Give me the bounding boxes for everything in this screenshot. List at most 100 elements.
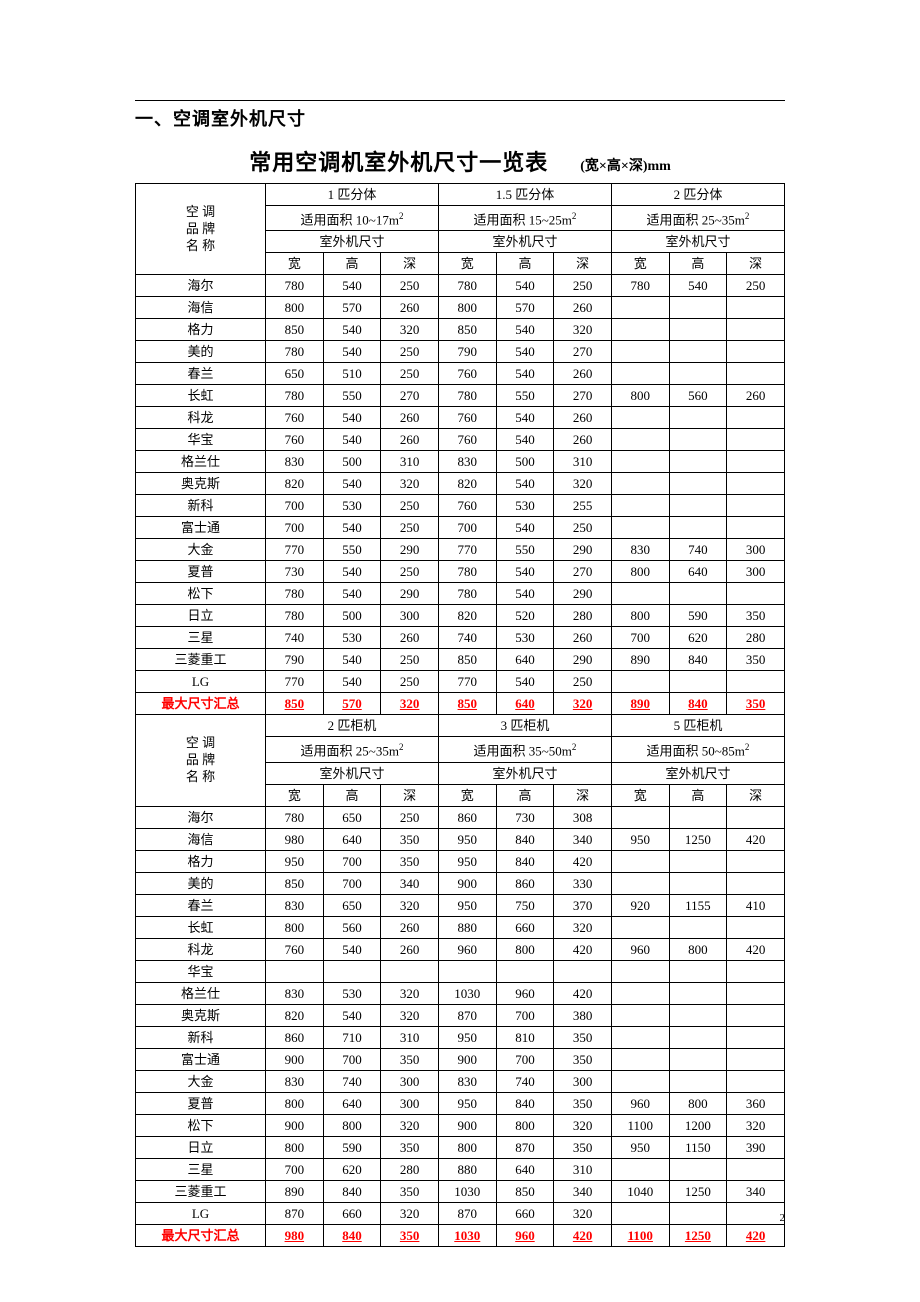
dim-cell: 330 — [554, 872, 612, 894]
dim-cell: 340 — [554, 1180, 612, 1202]
dim-cell: 850 — [438, 319, 496, 341]
dim-cell: 590 — [669, 605, 727, 627]
dim-cell: 650 — [266, 363, 324, 385]
dim-cell — [669, 916, 727, 938]
dim-cell — [611, 363, 669, 385]
dim-cell — [727, 1026, 785, 1048]
dim-cell: 900 — [438, 872, 496, 894]
dim-cell: 540 — [496, 561, 554, 583]
dim-cell: 420 — [554, 850, 612, 872]
dim-cell: 800 — [496, 1114, 554, 1136]
dim-cell: 840 — [323, 1180, 381, 1202]
dim-cell: 255 — [554, 495, 612, 517]
dim-cell: 250 — [381, 363, 439, 385]
dim-cell: 540 — [323, 1004, 381, 1026]
dim-cell — [611, 429, 669, 451]
dim-cell: 850 — [266, 319, 324, 341]
dim-cell: 260 — [554, 363, 612, 385]
dim-cell: 320 — [554, 473, 612, 495]
dim-cell: 800 — [669, 1092, 727, 1114]
dim-cell: 740 — [669, 539, 727, 561]
dim-cell: 700 — [323, 872, 381, 894]
dim-cell: 250 — [381, 649, 439, 671]
dim-label: 深 — [381, 784, 439, 806]
dim-cell: 960 — [496, 982, 554, 1004]
dim-cell: 260 — [727, 385, 785, 407]
dim-cell: 820 — [438, 605, 496, 627]
group-title: 1.5 匹分体 — [438, 184, 611, 206]
dim-cell — [611, 916, 669, 938]
dim-cell: 540 — [323, 671, 381, 693]
dim-cell — [438, 960, 496, 982]
dim-cell: 320 — [381, 1202, 439, 1224]
summary-cell: 570 — [323, 693, 381, 715]
dim-cell — [669, 297, 727, 319]
brand-name: 三星 — [136, 627, 266, 649]
dim-cell: 810 — [496, 1026, 554, 1048]
dim-cell: 770 — [266, 671, 324, 693]
dim-cell: 1030 — [438, 1180, 496, 1202]
dim-cell — [554, 960, 612, 982]
brand-name: 海尔 — [136, 275, 266, 297]
dim-cell — [669, 407, 727, 429]
dim-cell: 540 — [496, 407, 554, 429]
dim-cell — [611, 341, 669, 363]
dim-cell: 780 — [266, 583, 324, 605]
dim-cell: 290 — [554, 649, 612, 671]
dim-label: 宽 — [438, 784, 496, 806]
dim-cell: 770 — [266, 539, 324, 561]
dim-cell: 730 — [496, 806, 554, 828]
brand-name: 格力 — [136, 850, 266, 872]
outdoor-dim-label: 室外机尺寸 — [438, 762, 611, 784]
dim-cell: 250 — [727, 275, 785, 297]
summary-cell: 850 — [438, 693, 496, 715]
dim-cell: 850 — [438, 649, 496, 671]
summary-label: 最大尺寸汇总 — [136, 693, 266, 715]
dim-cell: 800 — [611, 561, 669, 583]
dim-cell: 950 — [438, 850, 496, 872]
dim-cell: 740 — [438, 627, 496, 649]
dim-cell: 370 — [554, 894, 612, 916]
dim-cell: 540 — [323, 429, 381, 451]
dim-cell — [727, 1158, 785, 1180]
dim-cell: 960 — [438, 938, 496, 960]
dim-cell: 980 — [266, 828, 324, 850]
dim-label: 高 — [323, 784, 381, 806]
dim-cell: 540 — [669, 275, 727, 297]
dim-label: 高 — [496, 253, 554, 275]
brand-name: 海信 — [136, 828, 266, 850]
dim-cell: 300 — [727, 561, 785, 583]
dim-cell: 780 — [438, 561, 496, 583]
dim-cell — [669, 1158, 727, 1180]
dim-cell — [727, 850, 785, 872]
dim-cell — [611, 1004, 669, 1026]
dim-cell: 800 — [266, 1136, 324, 1158]
dim-cell — [727, 407, 785, 429]
dim-cell: 300 — [554, 1070, 612, 1092]
dim-cell: 320 — [554, 1114, 612, 1136]
brand-name: 松下 — [136, 1114, 266, 1136]
dim-cell: 320 — [554, 319, 612, 341]
dim-cell: 250 — [554, 671, 612, 693]
summary-cell: 850 — [266, 693, 324, 715]
dim-cell — [727, 341, 785, 363]
dim-cell: 800 — [611, 385, 669, 407]
summary-cell: 350 — [727, 693, 785, 715]
dim-cell: 270 — [381, 385, 439, 407]
dim-cell: 320 — [554, 1202, 612, 1224]
dim-cell: 540 — [323, 583, 381, 605]
summary-cell: 1030 — [438, 1224, 496, 1246]
dim-cell: 800 — [438, 1136, 496, 1158]
brand-name: 长虹 — [136, 385, 266, 407]
brand-name: 大金 — [136, 1070, 266, 1092]
brand-name: 夏普 — [136, 1092, 266, 1114]
group-area: 适用面积 25~35m2 — [266, 737, 439, 762]
dim-cell: 260 — [381, 297, 439, 319]
brand-name: 海信 — [136, 297, 266, 319]
dim-cell: 900 — [266, 1114, 324, 1136]
dim-cell — [669, 363, 727, 385]
dim-cell: 950 — [611, 1136, 669, 1158]
dim-cell — [727, 1048, 785, 1070]
dim-cell: 1200 — [669, 1114, 727, 1136]
dim-label: 深 — [381, 253, 439, 275]
